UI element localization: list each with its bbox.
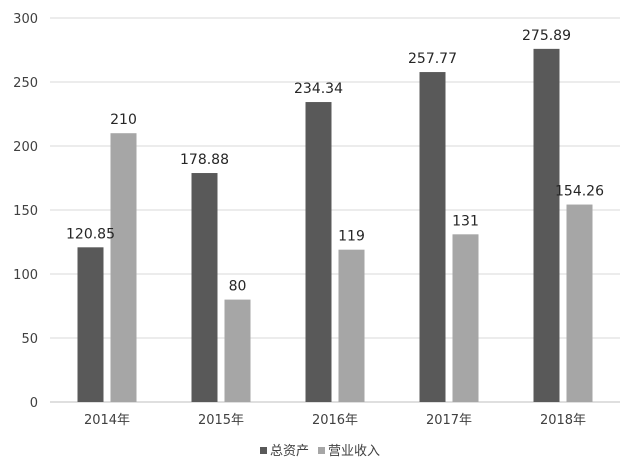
x-tick-label: 2016年 xyxy=(312,413,358,428)
data-label: 154.26 xyxy=(555,184,604,200)
y-tick-label: 300 xyxy=(13,12,38,27)
data-label: 257.77 xyxy=(408,51,457,67)
x-tick-label: 2017年 xyxy=(426,413,472,428)
y-tick-label: 100 xyxy=(13,268,38,283)
bar-revenue xyxy=(338,249,365,402)
gridlines xyxy=(50,17,620,403)
data-label: 275.89 xyxy=(522,28,571,44)
bar-total-assets xyxy=(533,48,560,402)
x-tick-label: 2018年 xyxy=(540,413,586,428)
legend-swatch xyxy=(260,447,267,454)
data-labels: 120.85 210 178.88 80 234.34 119 257.77 131 275.8… xyxy=(66,28,604,295)
bar-total-assets xyxy=(419,72,446,403)
bars xyxy=(77,48,593,403)
bar-revenue xyxy=(110,133,137,402)
x-tick-label: 2015年 xyxy=(198,413,244,428)
y-tick-label: 0 xyxy=(30,396,38,411)
bar-total-assets xyxy=(191,173,218,402)
data-label: 119 xyxy=(338,229,365,245)
data-label: 80 xyxy=(229,279,247,295)
legend-label: 总资产 xyxy=(270,444,309,459)
legend: 总资产 营业收入 xyxy=(260,444,380,459)
legend-swatch xyxy=(318,447,325,454)
bar-revenue xyxy=(224,299,251,402)
data-label: 120.85 xyxy=(66,226,115,242)
data-label: 210 xyxy=(110,112,137,128)
bar-revenue xyxy=(566,204,593,402)
y-tick-label: 200 xyxy=(13,140,38,155)
y-tick-label: 50 xyxy=(21,332,38,347)
legend-label: 营业收入 xyxy=(328,444,380,459)
y-tick-label: 150 xyxy=(13,204,38,219)
bar-revenue xyxy=(452,234,479,402)
x-tick-label: 2014年 xyxy=(84,413,130,428)
y-tick-label: 250 xyxy=(13,76,38,91)
axes: 0 50 100 150 200 250 300 2014年 2015年 2016年 2017年 20… xyxy=(13,12,620,428)
data-label: 131 xyxy=(452,213,479,229)
data-label: 234.34 xyxy=(294,81,343,97)
bar-total-assets xyxy=(305,102,332,402)
data-label: 178.88 xyxy=(180,152,229,168)
bar-total-assets xyxy=(77,247,104,402)
